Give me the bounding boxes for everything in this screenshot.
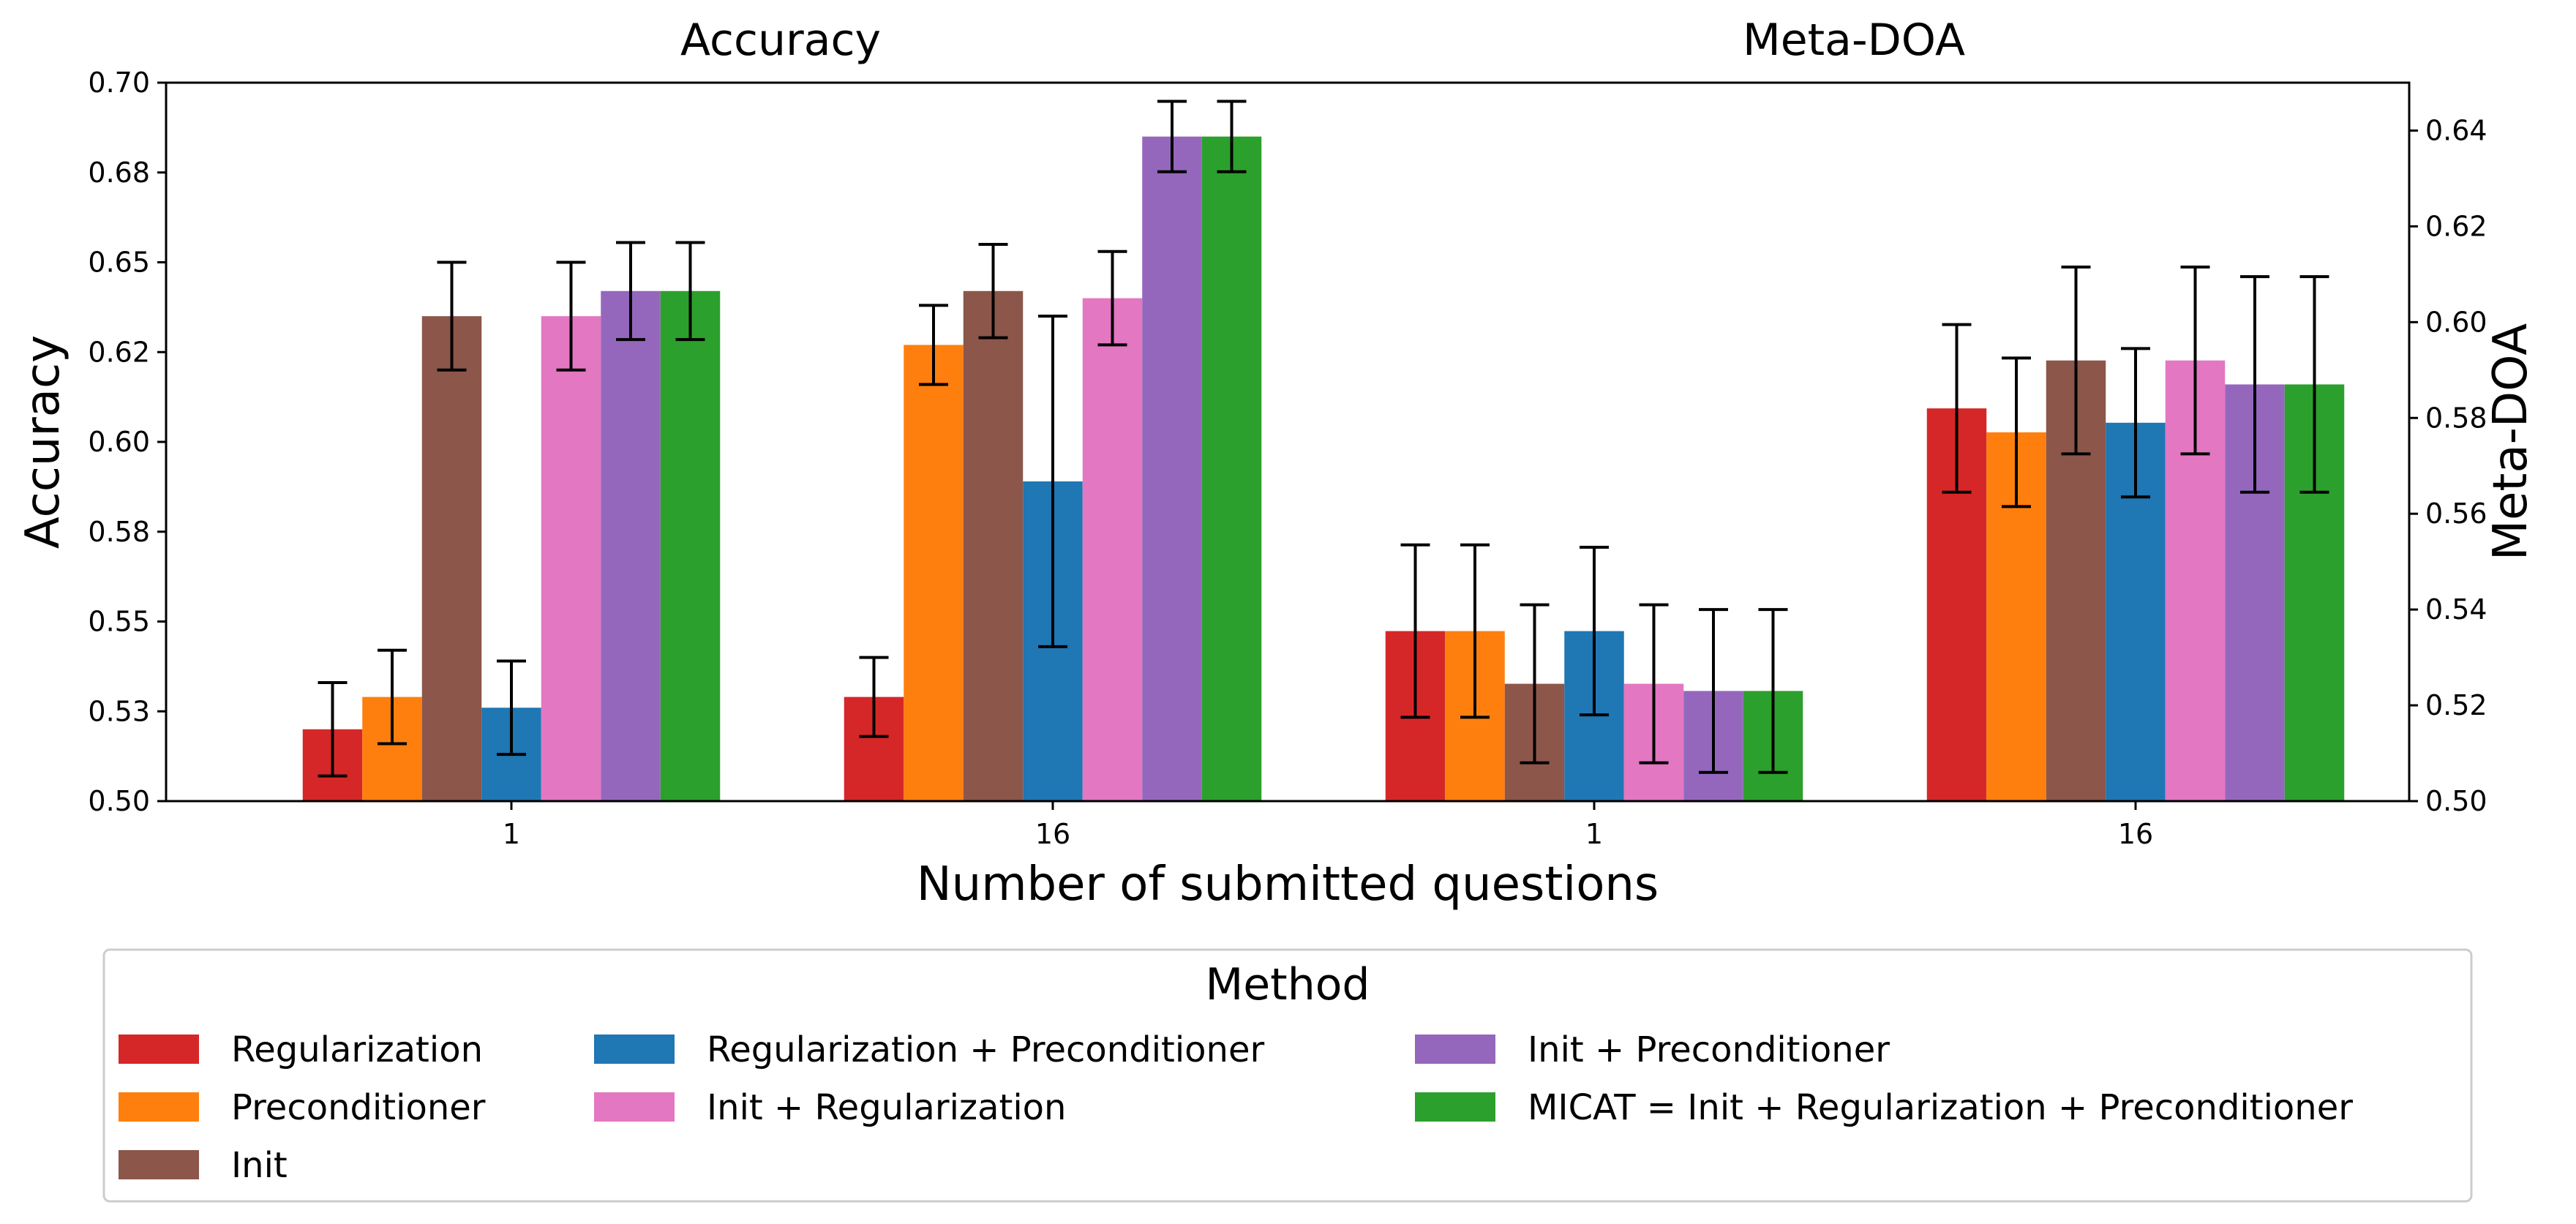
errorbar-accuracy-1-series-5 — [556, 260, 586, 372]
errorbar-accuracy-16-series-5 — [1097, 249, 1127, 347]
y-tick-label-left: 0.62 — [88, 336, 150, 368]
errorbar-accuracy-1-series-2 — [378, 648, 407, 746]
x-tick-label: 16 — [1035, 818, 1070, 850]
errorbar-accuracy-16-series-3 — [978, 242, 1008, 339]
legend-label: Regularization — [231, 1029, 483, 1070]
legend-label: Init + Regularization — [707, 1087, 1066, 1128]
y-tick-label-left: 0.55 — [88, 606, 150, 638]
bar-accuracy-16-series-2 — [904, 345, 964, 801]
errorbar-meta-doa-1-series-1 — [1400, 543, 1430, 719]
errorbar-accuracy-16-series-6 — [1157, 100, 1187, 173]
y-tick-label-right: 0.54 — [2425, 593, 2487, 626]
legend-item-5: Init + Regularization — [594, 1087, 1066, 1128]
legend-label: Init + Preconditioner — [1528, 1029, 1890, 1070]
x-tick-label: 16 — [2118, 818, 2153, 850]
bar-accuracy-1-series-3 — [421, 316, 482, 801]
panel-title-meta-doa: Meta-DOA — [1743, 15, 1965, 66]
errorbar-meta-doa-1-series-2 — [1460, 543, 1490, 719]
legend-item-7: MICAT = Init + Regularization + Precondi… — [1415, 1087, 2353, 1128]
legend-frame — [102, 948, 2473, 1203]
y-tick-label-left: 0.70 — [88, 67, 150, 99]
legend-item-1: Regularization — [119, 1029, 483, 1070]
legend-label: Regularization + Preconditioner — [707, 1029, 1265, 1070]
errorbar-accuracy-16-series-1 — [859, 656, 889, 738]
panel-title-accuracy: Accuracy — [680, 15, 881, 66]
legend-title: Method — [1205, 959, 1370, 1010]
errorbar-meta-doa-16-series-2 — [2002, 356, 2031, 508]
errorbar-meta-doa-1-series-5 — [1639, 603, 1669, 765]
x-tick-label: 1 — [1585, 818, 1603, 850]
errorbar-meta-doa-1-series-6 — [1699, 608, 1728, 774]
bar-accuracy-16-series-5 — [1082, 298, 1143, 802]
errorbar-accuracy-16-series-7 — [1217, 100, 1247, 173]
legend-swatch — [1415, 1035, 1495, 1064]
legend-swatch — [594, 1035, 675, 1064]
y-tick-label-right: 0.60 — [2425, 306, 2487, 338]
legend-items: Regularization Preconditioner Init Regulari… — [119, 1029, 2353, 1186]
axes-layer: 1 16 0.50 0.53 0.55 0.58 0.60 0.62 0.65 0.68 0.70 1… — [88, 67, 2487, 850]
x-axis-label: Number of submitted questions — [917, 857, 1659, 912]
errorbar-accuracy-1-series-1 — [318, 680, 348, 778]
y-tick-label-right: 0.56 — [2425, 498, 2487, 530]
errorbar-meta-doa-16-series-1 — [1942, 323, 1972, 494]
y-tick-label-left: 0.60 — [88, 426, 150, 458]
legend-label: Init — [231, 1145, 288, 1186]
errorbar-accuracy-16-series-2 — [919, 304, 948, 386]
bars-layer — [302, 136, 2345, 802]
x-tick-label: 1 — [503, 818, 520, 850]
errorbars-layer — [318, 100, 2329, 778]
errorbar-accuracy-1-series-4 — [497, 659, 526, 756]
legend-swatch — [119, 1150, 199, 1179]
legend-item-2: Preconditioner — [119, 1087, 486, 1128]
y-tick-label-left: 0.65 — [88, 247, 150, 279]
y-tick-label-right: 0.58 — [2425, 402, 2487, 434]
errorbar-meta-doa-1-series-4 — [1580, 546, 1609, 717]
bar-accuracy-1-series-7 — [660, 290, 721, 801]
y-tick-label-right: 0.52 — [2425, 689, 2487, 721]
errorbar-meta-doa-1-series-7 — [1758, 608, 1788, 774]
errorbar-meta-doa-16-series-3 — [2061, 266, 2091, 456]
legend: Method RegularizationPreconditionerInitR… — [102, 948, 2473, 1203]
y-tick-label-right: 0.62 — [2425, 210, 2487, 242]
y-tick-label-right: 0.50 — [2425, 785, 2487, 817]
bar-accuracy-16-series-6 — [1142, 136, 1202, 801]
bar-accuracy-1-series-6 — [601, 290, 661, 801]
errorbar-accuracy-1-series-6 — [616, 241, 645, 342]
y-tick-label-left: 0.53 — [88, 695, 150, 727]
legend-label: MICAT = Init + Regularization + Precondi… — [1528, 1087, 2353, 1128]
legend-swatch — [594, 1092, 675, 1122]
bar-accuracy-1-series-5 — [541, 316, 601, 801]
y-tick-label-left: 0.68 — [88, 157, 150, 189]
y-axis-label-accuracy: Accuracy — [16, 335, 70, 549]
legend-swatch — [119, 1092, 199, 1122]
y-tick-label-right: 0.64 — [2425, 114, 2487, 146]
errorbar-meta-doa-16-series-4 — [2121, 347, 2150, 499]
errorbar-meta-doa-16-series-5 — [2180, 266, 2210, 456]
legend-item-3: Init — [119, 1145, 288, 1186]
y-axis-label-meta-doa: Meta-DOA — [2484, 323, 2538, 561]
errorbar-accuracy-1-series-3 — [437, 260, 467, 372]
legend-item-6: Init + Preconditioner — [1415, 1029, 1890, 1070]
bar-accuracy-16-series-7 — [1201, 136, 1262, 801]
legend-item-4: Regularization + Preconditioner — [594, 1029, 1265, 1070]
errorbar-meta-doa-16-series-6 — [2240, 275, 2269, 494]
errorbar-meta-doa-1-series-3 — [1520, 603, 1550, 765]
errorbar-meta-doa-16-series-7 — [2299, 275, 2329, 494]
errorbar-accuracy-16-series-4 — [1038, 315, 1067, 648]
legend-label: Preconditioner — [231, 1087, 486, 1128]
legend-swatch — [1415, 1092, 1495, 1122]
errorbar-accuracy-1-series-7 — [675, 241, 705, 342]
y-tick-label-left: 0.50 — [88, 785, 150, 817]
bar-accuracy-16-series-3 — [963, 290, 1024, 801]
y-tick-label-left: 0.58 — [88, 516, 150, 548]
legend-swatch — [119, 1035, 199, 1064]
